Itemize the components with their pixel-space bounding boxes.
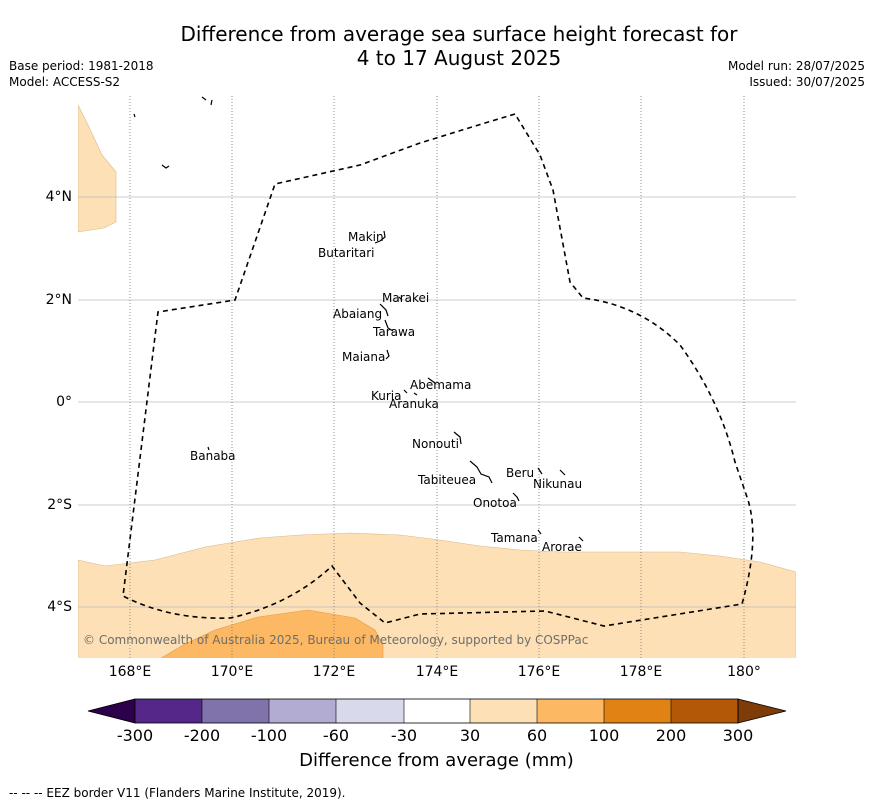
colorbar-segment — [269, 699, 336, 723]
tick-0: 0° — [56, 394, 72, 410]
label-abaiang: Abaiang — [333, 307, 382, 321]
model-name: Model: ACCESS-S2 — [9, 75, 121, 89]
label-tamana: Tamana — [490, 531, 538, 545]
meta-right: Model run: 28/07/2025 Issued: 30/07/2025 — [728, 58, 865, 90]
colorbar-segment — [202, 699, 269, 723]
colorbar-title: Difference from average (mm) — [299, 750, 574, 771]
label-kuria: Kuria — [371, 389, 402, 403]
tick-180: 180° — [727, 664, 761, 680]
copyright-notice: © Commonwealth of Australia 2025, Bureau… — [83, 633, 588, 647]
tick-2n: 2°N — [45, 292, 72, 308]
island-outlines — [133, 96, 584, 542]
label-arorae: Arorae — [542, 540, 582, 554]
tick-168e: 168°E — [108, 664, 152, 680]
tick-170e: 170°E — [210, 664, 254, 680]
model-run: Model run: 28/07/2025 — [727, 59, 865, 73]
eez-border — [122, 113, 754, 627]
tick-178e: 178°E — [619, 664, 663, 680]
colorbar-label: -30 — [390, 726, 418, 745]
colorbar-segment-min — [87, 698, 136, 724]
label-abemama: Abemama — [410, 378, 471, 392]
tick-4s: 4°S — [47, 599, 72, 615]
colorbar-segment — [671, 699, 738, 723]
label-onotoa: Onotoa — [473, 496, 517, 510]
anomaly-60-100 — [160, 609, 384, 658]
colorbar-segment — [404, 699, 470, 723]
colorbar-label: -200 — [183, 726, 221, 745]
label-makin: Makin — [348, 230, 384, 244]
colorbar-segment — [470, 699, 537, 723]
eez-footnote: -- -- -- EEZ border V11 (Flanders Marine… — [9, 786, 346, 800]
label-aranuka: Aranuka — [389, 397, 439, 411]
issued-date: Issued: 30/07/2025 — [749, 75, 865, 89]
tick-4n: 4°N — [45, 189, 72, 205]
label-marakei: Marakei — [382, 291, 429, 305]
label-tabiteuea: Tabiteuea — [417, 473, 476, 487]
colorbar-segment — [135, 699, 202, 723]
base-period: Base period: 1981-2018 — [9, 59, 154, 73]
tick-176e: 176°E — [517, 664, 561, 680]
label-banaba: Banaba — [190, 449, 236, 463]
colorbar-label: 30 — [459, 726, 481, 745]
label-nikunau: Nikunau — [533, 477, 582, 491]
colorbar-segment — [336, 699, 404, 723]
colorbar-label: -300 — [116, 726, 154, 745]
title-line-2: 4 to 17 August 2025 — [356, 46, 562, 70]
tick-2s: 2°S — [47, 497, 72, 513]
colorbar-label: 60 — [526, 726, 548, 745]
colorbar-label: 200 — [655, 726, 687, 745]
colorbar-segment — [604, 699, 671, 723]
colorbar-segment-max — [737, 698, 787, 724]
label-maiana: Maiana — [342, 350, 385, 364]
island-labels: Makin Butaritari Marakei Abaiang Tarawa … — [190, 230, 582, 554]
map-title: Difference from average sea surface heig… — [0, 22, 873, 70]
colorbar-label: 100 — [588, 726, 620, 745]
colorbar-label: 300 — [722, 726, 754, 745]
label-tarawa: Tarawa — [372, 325, 415, 339]
colorbar — [87, 698, 787, 724]
label-beru: Beru — [506, 466, 534, 480]
colorbar-label: -60 — [322, 726, 350, 745]
lon-gridlines — [129, 96, 745, 658]
meta-left: Base period: 1981-2018 Model: ACCESS-S2 — [9, 58, 154, 90]
label-nonouti: Nonouti — [412, 437, 459, 451]
colorbar-label: -100 — [250, 726, 288, 745]
title-line-1: Difference from average sea surface heig… — [180, 22, 738, 46]
tick-174e: 174°E — [415, 664, 459, 680]
label-butaritari: Butaritari — [318, 246, 375, 260]
colorbar-segment — [537, 699, 604, 723]
tick-172e: 172°E — [312, 664, 356, 680]
